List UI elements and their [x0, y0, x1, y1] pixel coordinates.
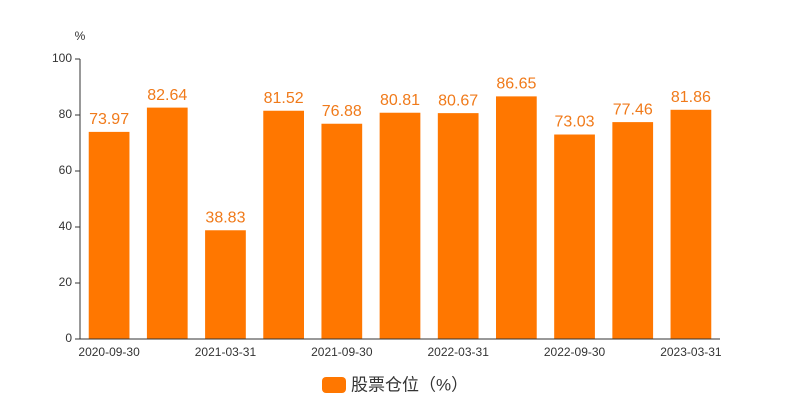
bar — [554, 134, 595, 339]
x-tick-label: 2021-03-31 — [195, 345, 257, 359]
value-label: 38.83 — [205, 209, 245, 226]
value-label: 81.52 — [264, 90, 304, 107]
bar — [263, 110, 304, 339]
x-tick-label: 2020-09-30 — [78, 345, 140, 359]
y-tick-label: 0 — [65, 331, 72, 345]
y-axis-label: % — [75, 29, 86, 43]
value-label: 86.65 — [496, 76, 536, 93]
bar — [205, 230, 246, 339]
y-tick-label: 20 — [59, 275, 73, 289]
value-label: 73.03 — [555, 114, 595, 131]
x-tick-label: 2023-03-31 — [660, 345, 722, 359]
bar — [437, 113, 479, 340]
y-tick-label: 80 — [59, 107, 73, 121]
x-tick-label: 2022-09-30 — [544, 345, 606, 359]
value-label: 80.81 — [380, 92, 420, 109]
bar — [379, 112, 421, 340]
bar — [496, 96, 537, 339]
value-label: 80.67 — [438, 92, 478, 109]
x-tick-label: 2022-03-31 — [427, 345, 489, 359]
value-label: 76.88 — [322, 103, 362, 120]
bar — [321, 123, 363, 340]
y-tick-label: 60 — [59, 163, 73, 177]
value-label: 82.64 — [147, 87, 187, 104]
legend-swatch — [322, 377, 346, 393]
value-label: 81.86 — [671, 89, 711, 106]
y-tick-label: 100 — [52, 51, 72, 65]
bar — [88, 131, 130, 339]
bar — [146, 107, 188, 339]
value-label: 73.97 — [89, 111, 129, 128]
legend-text: 股票仓位（%） — [351, 375, 468, 394]
bar — [612, 122, 654, 339]
y-tick-label: 40 — [59, 219, 73, 233]
x-tick-label: 2021-09-30 — [311, 345, 373, 359]
bar — [670, 109, 712, 340]
value-label: 77.46 — [613, 101, 653, 118]
